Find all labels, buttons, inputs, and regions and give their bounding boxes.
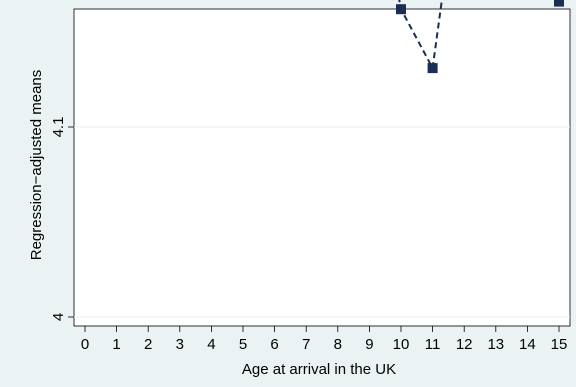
x-tick-label: 8 — [334, 336, 342, 353]
x-tick-label: 4 — [207, 336, 215, 353]
y-axis-label: Regression−adjusted means — [28, 70, 45, 261]
x-tick-label: 0 — [81, 336, 89, 353]
plot-area — [73, 8, 571, 327]
x-tick-label: 14 — [519, 336, 536, 353]
grid-lines — [74, 126, 570, 318]
x-tick-label: 12 — [456, 336, 473, 353]
x-axis: 0 1 2 3 4 5 6 7 8 9 10 11 12 13 14 15 — [81, 326, 568, 353]
y-axis: 44.14.24.34.44.54.6 — [50, 117, 74, 321]
x-tick-label: 7 — [302, 336, 310, 353]
x-tick-label: 6 — [270, 336, 278, 353]
x-tick-label: 2 — [144, 336, 152, 353]
series-2-point — [396, 4, 406, 15]
series-2-point — [554, 0, 564, 7]
series-2-point — [427, 63, 438, 74]
x-tick-label: 11 — [425, 336, 441, 353]
x-tick-label: 1 — [112, 336, 120, 353]
x-tick-label: 15 — [551, 336, 568, 353]
x-tick-label: 5 — [239, 336, 247, 353]
y-tick-label: 4 — [50, 313, 67, 321]
x-tick-label: 10 — [393, 336, 410, 353]
x-tick-label: 9 — [365, 336, 373, 353]
series-group — [396, 0, 564, 74]
x-tick-label: 3 — [176, 336, 184, 353]
x-tick-label: 13 — [487, 336, 504, 353]
y-tick-label: 4.1 — [50, 117, 67, 138]
x-axis-label: Age at arrival in the UK — [242, 361, 396, 378]
